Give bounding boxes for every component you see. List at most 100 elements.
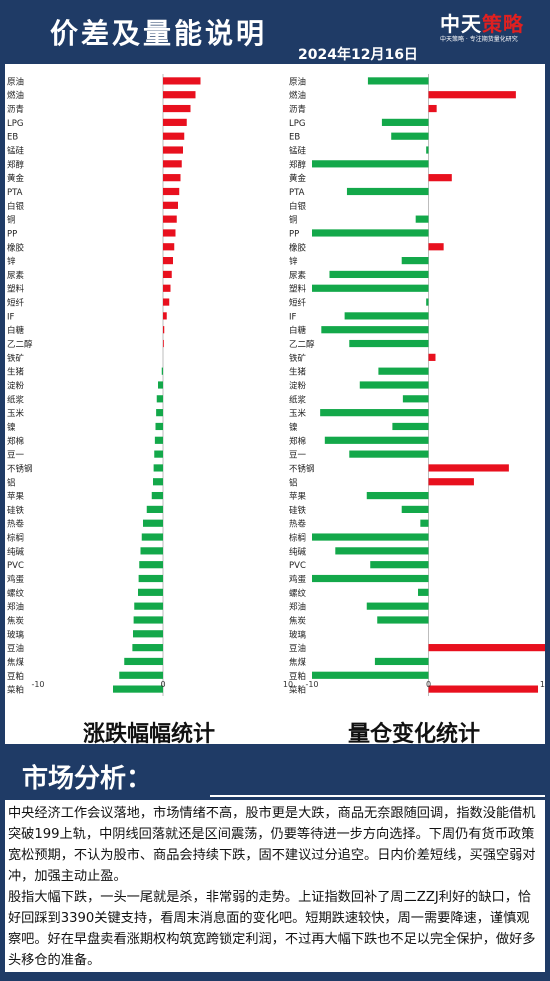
bar	[366, 602, 429, 610]
bar	[312, 574, 429, 583]
bar	[138, 574, 163, 583]
bar	[428, 478, 474, 486]
bar	[153, 464, 163, 472]
bar	[420, 519, 429, 527]
category-label: 铜	[289, 215, 298, 226]
bar	[312, 671, 429, 679]
category-label: 铝	[289, 477, 298, 488]
logo-text: 中天策略	[440, 8, 524, 37]
category-label: 螺纹	[7, 588, 25, 599]
bar	[139, 561, 163, 569]
category-label: 橡胶	[289, 242, 307, 253]
bar	[163, 215, 177, 223]
category-label: 淀粉	[7, 381, 25, 392]
bar	[134, 602, 163, 610]
bar	[154, 450, 163, 458]
bar	[158, 381, 163, 389]
category-label: 黄金	[7, 173, 25, 184]
analysis-title: 市场分析：	[22, 764, 153, 794]
bar	[426, 146, 429, 154]
bar	[138, 588, 163, 596]
bar	[140, 547, 163, 555]
bar	[349, 339, 429, 348]
category-label: 锰硅	[7, 146, 25, 157]
category-label: 锌	[7, 256, 16, 267]
category-label: 纸浆	[7, 394, 25, 405]
bar	[391, 132, 429, 140]
category-label: 苹果	[7, 491, 25, 502]
bar	[163, 118, 187, 126]
category-label: 硅铁	[7, 505, 25, 516]
bar	[156, 409, 163, 417]
bar	[428, 685, 539, 693]
category-label: 原油	[7, 76, 24, 87]
category-label: PVC	[7, 561, 24, 571]
bar	[401, 257, 429, 265]
bar	[321, 326, 429, 334]
x-tick-label: 10	[540, 680, 545, 689]
category-label: 郑油	[289, 602, 306, 613]
bar	[163, 91, 196, 99]
logo-text-b: 策略	[482, 12, 524, 36]
bar	[370, 561, 429, 569]
category-label: PP	[7, 229, 17, 239]
bar	[381, 118, 429, 126]
category-label: 玉米	[7, 408, 25, 419]
category-label: 不锈钢	[7, 463, 33, 474]
brand-logo: 中天策略 中天策略 · 专注期货量化研究	[440, 8, 540, 46]
bar	[392, 422, 429, 431]
bar	[335, 547, 429, 555]
bar	[153, 478, 163, 486]
category-label: 苹果	[289, 491, 307, 502]
category-label: 豆粕	[7, 671, 24, 682]
category-label: 铝	[7, 477, 16, 488]
category-label: 塑料	[289, 284, 307, 295]
bar	[146, 505, 163, 513]
category-label: 橡胶	[7, 242, 25, 253]
category-label: 黄金	[289, 173, 307, 184]
category-label: 豆油	[289, 643, 306, 654]
category-label: EB	[289, 133, 300, 143]
category-label: 不锈钢	[289, 463, 315, 474]
category-label: 鸡蛋	[7, 574, 25, 585]
bar	[163, 326, 165, 334]
bar	[163, 284, 171, 292]
category-label: 纯碱	[7, 546, 25, 557]
analysis-divider	[210, 795, 545, 797]
bar	[312, 160, 429, 168]
category-label: 锌	[289, 256, 298, 267]
bar	[428, 353, 436, 361]
category-label: 短纤	[7, 298, 25, 309]
bar	[163, 312, 167, 320]
category-label: PTA	[289, 188, 305, 198]
bar	[163, 77, 201, 85]
category-label: 沥青	[7, 104, 24, 115]
category-label: 短纤	[289, 298, 307, 309]
bar	[312, 229, 429, 237]
bar	[402, 395, 429, 403]
category-label: 硅铁	[289, 505, 307, 516]
bar	[415, 215, 429, 223]
bar	[349, 450, 429, 458]
bar	[312, 284, 429, 292]
bar	[161, 367, 163, 375]
category-label: 燃油	[7, 90, 24, 101]
category-label: 纸浆	[289, 394, 307, 405]
category-label: 豆油	[7, 643, 24, 654]
bar	[163, 104, 191, 113]
category-label: 原油	[289, 76, 306, 87]
category-label: 螺纹	[289, 588, 307, 599]
bar	[163, 339, 164, 348]
category-label: 玉米	[289, 408, 307, 419]
category-label: 豆一	[289, 451, 307, 461]
bar	[119, 671, 163, 679]
x-tick-label: 10	[283, 680, 293, 689]
charts-panel: 原油 燃油 沥青 LPG EB 锰硅 郑醇 黄金 PTA 白银铜 PP 橡胶锌尿素 塑料 短纤 IF 白糖 乙二…	[5, 64, 545, 747]
category-label: 玻璃	[289, 629, 307, 640]
category-label: 郑醇	[289, 159, 307, 170]
bar	[329, 270, 429, 279]
category-label: 焦煤	[7, 657, 25, 668]
bar	[377, 616, 429, 624]
